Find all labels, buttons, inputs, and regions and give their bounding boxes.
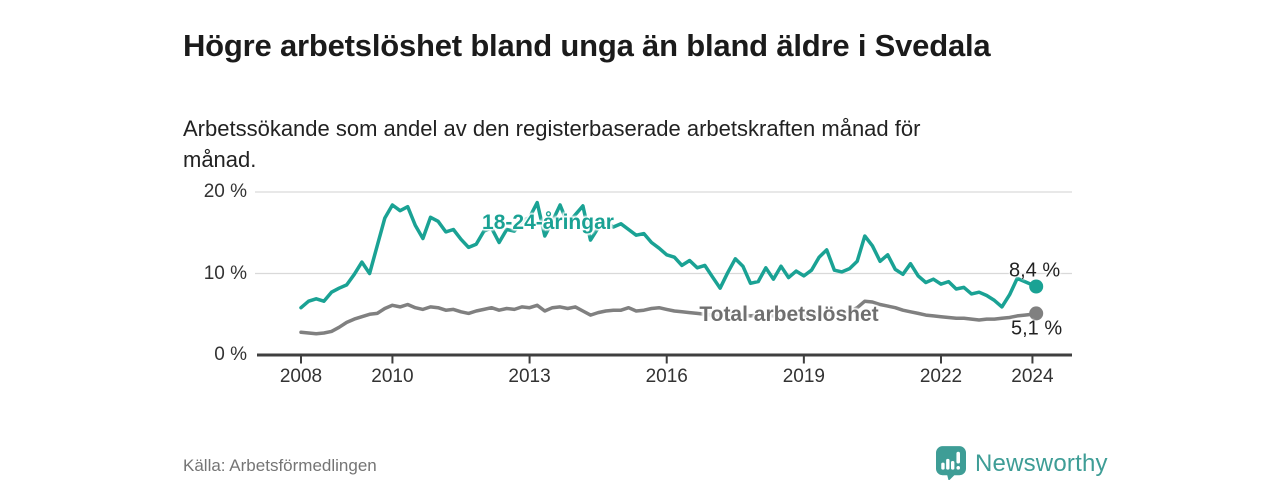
y-axis-tick-label: 0 % [214,344,247,365]
y-axis-tick-label: 10 % [203,262,247,284]
page-title: Högre arbetslöshet bland unga än bland ä… [183,27,991,63]
chart-subtitle: Arbetssökande som andel av den registerb… [183,116,921,172]
series-end-dot-youth [1029,279,1044,294]
end-value-label-youth: 8,4 % [1009,259,1061,282]
x-axis-tick-label: 2016 [645,366,688,387]
newsworthy-logo-text: Newsworthy [975,449,1108,477]
series-line-total [299,299,1038,336]
newsworthy-logo: Newsworthy [936,446,1108,480]
series-label-total: Total arbetslöshet [699,303,879,326]
x-axis-tick-label: 2013 [508,366,551,387]
x-axis-tick-label: 2008 [279,366,323,387]
x-axis-tick-label: 2022 [919,366,963,387]
newsworthy-bubble-icon [936,446,966,480]
series-line-youth [299,200,1038,310]
x-axis-tick-label: 2010 [371,366,414,387]
x-axis-tick-label: 2024 [1011,366,1054,387]
x-axis-tick-label: 2019 [782,366,825,387]
source-attribution: Källa: Arbetsförmedlingen [183,456,377,475]
y-axis-tick-label: 20 % [203,181,247,202]
series-end-dot-total [1029,306,1044,321]
series-label-youth: 18-24-åringar [482,211,614,234]
end-value-label-total: 5,1 % [1011,317,1063,340]
